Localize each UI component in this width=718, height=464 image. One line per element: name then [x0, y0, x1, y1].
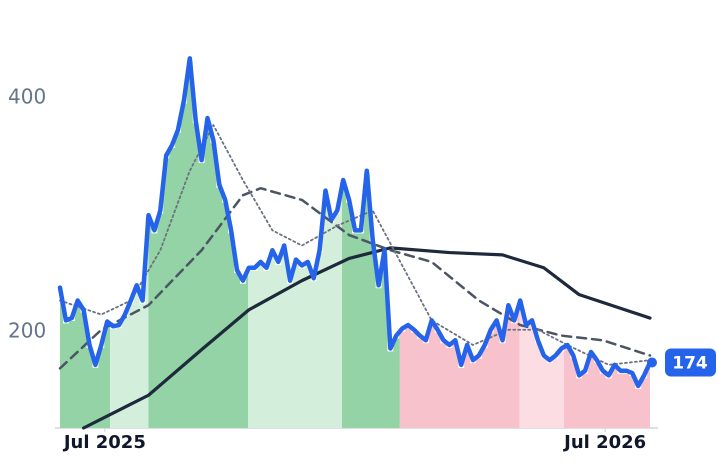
region-area [563, 347, 650, 428]
region-area [60, 290, 111, 428]
last-point [647, 357, 657, 368]
region-area [148, 61, 249, 428]
region-area [248, 183, 343, 428]
y-tick-label: 200 [8, 319, 46, 343]
x-tick-label: Jul 2025 [62, 432, 146, 453]
series-line [59, 124, 651, 366]
series-line [82, 246, 652, 430]
y-tick-label: 400 [8, 85, 46, 109]
last-value-label: 174 [672, 354, 708, 374]
series-line [57, 56, 653, 389]
region-area [519, 303, 564, 428]
last-value-pill [665, 348, 716, 377]
x-tick-label: Jul 2026 [562, 432, 646, 453]
series-line [58, 186, 652, 370]
region-area [110, 218, 149, 428]
